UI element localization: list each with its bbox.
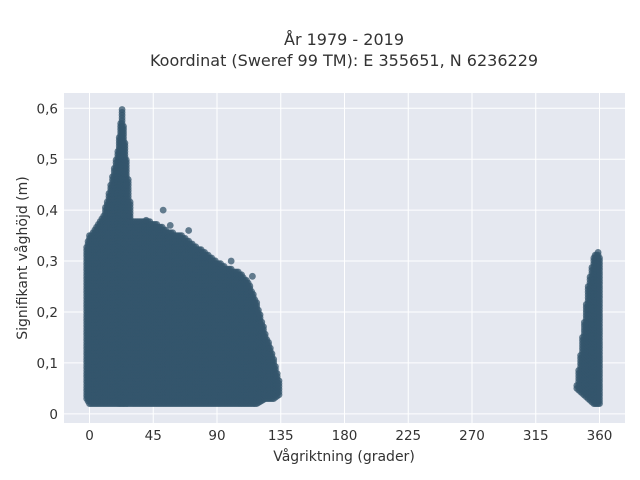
data-point bbox=[124, 176, 132, 183]
data-points bbox=[83, 106, 603, 408]
data-point bbox=[118, 106, 126, 113]
data-point bbox=[121, 139, 129, 147]
data-point bbox=[120, 122, 127, 130]
data-point bbox=[122, 156, 130, 164]
data-point bbox=[126, 198, 134, 206]
